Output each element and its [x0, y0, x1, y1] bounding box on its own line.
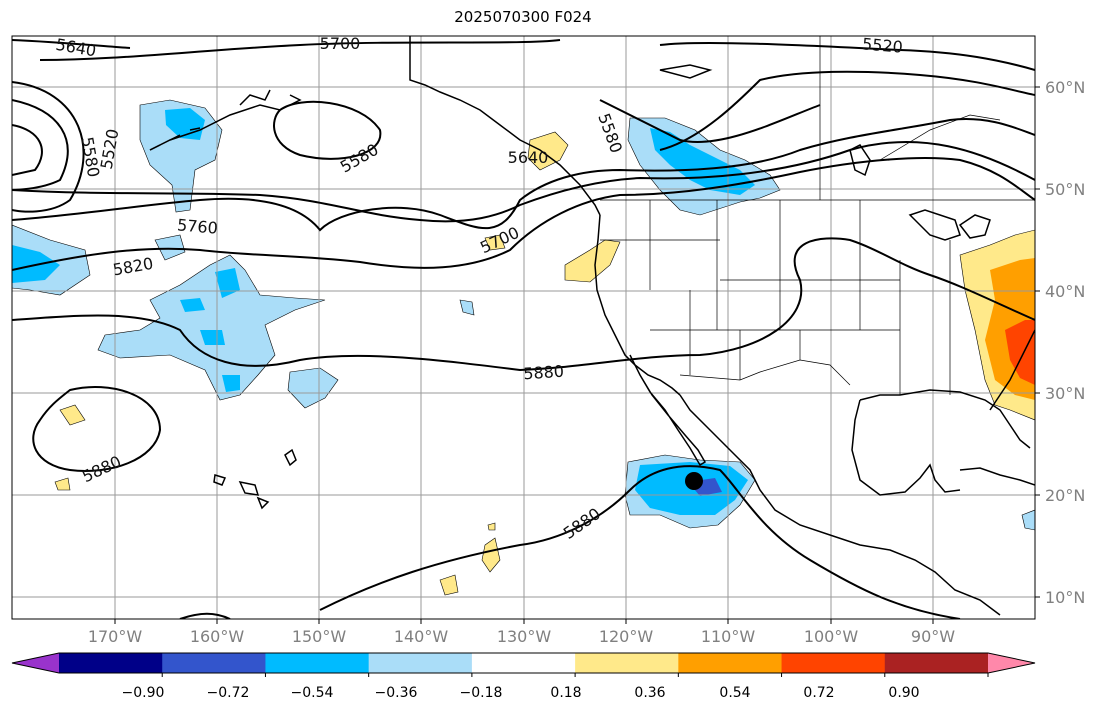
colorbar-swatch — [575, 653, 679, 673]
contour-label: 5520 — [861, 34, 903, 56]
colorbar-tick-label: −0.90 — [122, 685, 165, 701]
colorbar-outline — [11, 652, 1036, 674]
colorbar-tick-label: −0.72 — [207, 685, 250, 701]
contour-label: 5700 — [320, 34, 361, 53]
colorbar-swatch — [678, 653, 783, 673]
lat-label: 50°N — [1045, 180, 1085, 199]
latitude-labels: 60°N 50°N 40°N 30°N 20°N 10°N — [1045, 78, 1085, 607]
contour-label: 5880 — [523, 362, 565, 384]
coastlines — [149, 36, 1035, 616]
lat-ticks — [1035, 86, 1040, 598]
colorbar-swatch — [162, 653, 266, 673]
graticule — [12, 36, 1035, 619]
colorbar-swatch — [884, 653, 989, 673]
colorbar-swatch — [265, 653, 370, 673]
colorbar-tick-label: −0.54 — [291, 685, 334, 701]
colorbar-swatch — [59, 653, 163, 673]
lon-label: 140°W — [394, 627, 449, 646]
lon-label: 130°W — [497, 627, 552, 646]
lat-label: 30°N — [1045, 384, 1085, 403]
contour-label: 5640 — [508, 148, 549, 167]
lat-label: 40°N — [1045, 282, 1085, 301]
contour-label: 5760 — [176, 215, 218, 237]
colorbar — [11, 652, 1036, 677]
longitude-labels: 170°W 160°W 150°W 140°W 130°W 120°W 110°… — [88, 627, 955, 646]
colorbar-tick-label: 0.36 — [634, 685, 665, 701]
colorbar-tick-label: −0.36 — [375, 685, 418, 701]
lat-label: 20°N — [1045, 486, 1085, 505]
colorbar-tick-labels: −0.90 −0.72 −0.54 −0.36 −0.18 0.18 0.36 … — [122, 685, 920, 701]
colorbar-tick-label: −0.18 — [460, 685, 503, 701]
storm-center-marker — [685, 472, 703, 490]
colorbar-extension-high — [988, 653, 1035, 673]
lat-label: 60°N — [1045, 78, 1085, 97]
map-title: 2025070300 F024 — [454, 8, 592, 26]
lon-label: 160°W — [190, 627, 245, 646]
height-contours — [12, 39, 1035, 619]
colorbar-swatch — [368, 653, 473, 673]
lon-label: 150°W — [292, 627, 347, 646]
lon-label: 120°W — [599, 627, 654, 646]
lon-label: 110°W — [701, 627, 756, 646]
lon-ticks — [114, 619, 934, 624]
colorbar-swatch — [471, 653, 576, 673]
colorbar-extension-low — [12, 653, 59, 673]
lon-label: 90°W — [911, 627, 955, 646]
colorbar-tick-label: 0.72 — [803, 685, 834, 701]
map-plot-area — [12, 36, 1035, 619]
lon-label: 170°W — [88, 627, 143, 646]
colorbar-tick-label: 0.18 — [550, 685, 581, 701]
colorbar-tick-label: 0.54 — [719, 685, 750, 701]
positive-anomaly-strong — [1005, 320, 1035, 385]
colorbar-swatch — [781, 653, 886, 673]
colorbar-tick-label: 0.90 — [888, 685, 919, 701]
lat-label: 10°N — [1045, 588, 1085, 607]
political-borders — [600, 36, 1035, 395]
lon-label: 100°W — [804, 627, 859, 646]
